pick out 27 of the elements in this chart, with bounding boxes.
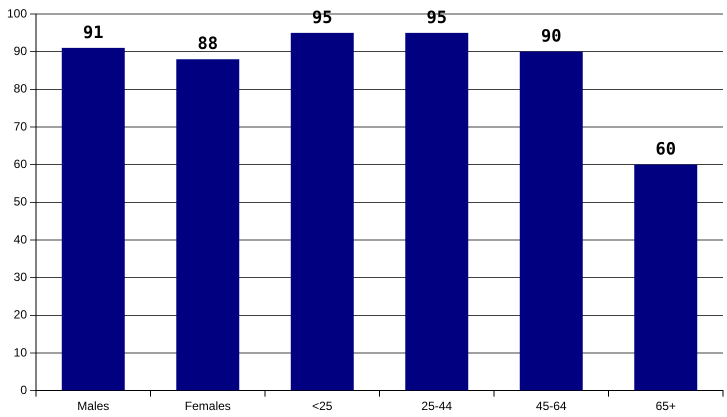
data-label: 90 — [541, 26, 562, 47]
x-tick-label: Females — [184, 399, 231, 414]
x-tick-label: Males — [77, 399, 110, 414]
y-tick-label: 40 — [14, 232, 28, 246]
y-tick-label: 20 — [14, 308, 28, 322]
y-tick-label: 60 — [14, 156, 28, 171]
y-tick-label: 90 — [14, 44, 28, 58]
data-label: 91 — [83, 22, 104, 43]
x-tick-label: 45-64 — [536, 399, 567, 414]
data-label: 88 — [198, 34, 218, 54]
y-tick-label: 30 — [14, 270, 28, 284]
y-tick-label: 50 — [14, 194, 28, 209]
x-tick-label: <25 — [312, 399, 333, 414]
y-tick-label: 80 — [14, 82, 28, 96]
bar — [405, 32, 468, 390]
bar — [176, 59, 240, 390]
bar — [520, 52, 583, 390]
x-tick-label: 65+ — [656, 399, 676, 414]
y-tick-label: 0 — [20, 382, 28, 397]
bar — [634, 164, 698, 390]
y-tick-label: 10 — [14, 345, 28, 360]
y-tick-label: 70 — [14, 119, 28, 134]
y-tick-label: 100 — [6, 6, 28, 20]
x-tick-label: 25-44 — [421, 399, 452, 414]
bar — [62, 48, 125, 390]
bar — [290, 32, 354, 390]
data-label: 60 — [656, 140, 676, 160]
